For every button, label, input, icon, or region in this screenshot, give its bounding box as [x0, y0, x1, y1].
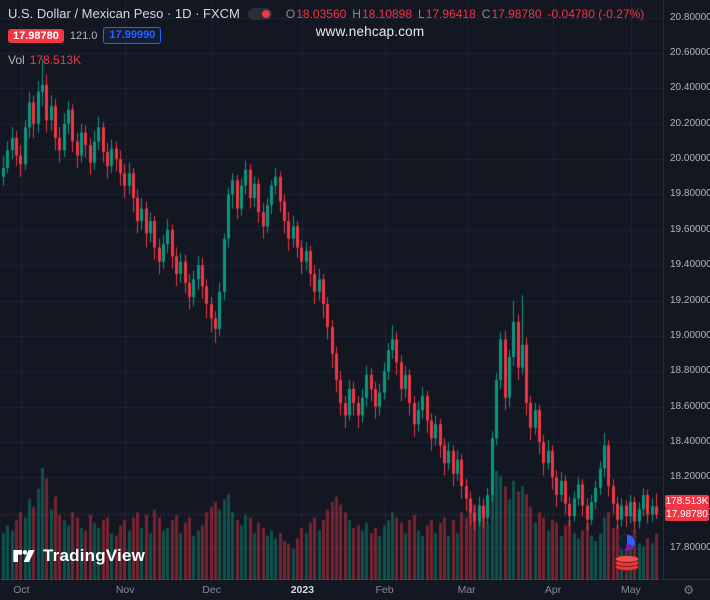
- price-tick-label: 18.40000: [670, 435, 710, 447]
- price-tick-label: 18.20000: [670, 471, 710, 483]
- time-tick-label: Dec: [202, 584, 221, 596]
- price-tick-label: 17.80000: [670, 542, 710, 553]
- volume-indicator-label[interactable]: Vol: [8, 52, 25, 67]
- price-tick-label: 20.80000: [670, 11, 710, 23]
- floating-icons: [613, 534, 641, 572]
- time-tick-label: Oct: [13, 584, 30, 596]
- price-tick-label: 20.60000: [670, 47, 710, 59]
- price-tick-label: 20.20000: [670, 117, 710, 129]
- price-chart-canvas[interactable]: [0, 0, 663, 580]
- volume-indicator-value: 178.513K: [29, 52, 82, 67]
- open-value: 18.03560: [296, 6, 347, 21]
- close-value: 17.98780: [491, 6, 542, 21]
- time-tick-label: May: [620, 584, 641, 596]
- chart-pane: www.nehcap.com U.S. Dollar / Mexican Pes…: [0, 0, 663, 580]
- ohlc-values: O 18.03560 H 18.10898 L 17.96418 C 17.98780 …: [280, 7, 644, 21]
- high-value: 18.10898: [361, 6, 413, 21]
- buy-price-button[interactable]: 17.99990: [103, 27, 162, 44]
- tradingview-logo-text: TradingView: [43, 546, 146, 565]
- symbol-legend: U.S. Dollar / Mexican Peso · 1D · FXCM O…: [8, 4, 644, 69]
- toggle-knob-icon: [261, 9, 270, 18]
- tradingview-logo[interactable]: TradingView: [12, 546, 145, 566]
- tradingview-logo-icon: [13, 550, 35, 562]
- market-status-toggle[interactable]: [247, 7, 272, 20]
- price-tick-label: 19.80000: [670, 188, 710, 200]
- price-tick-label: 19.20000: [670, 294, 710, 306]
- timezone-settings-gear-icon[interactable]: ⚙: [683, 583, 694, 597]
- time-tick-label: 2023: [290, 584, 315, 596]
- time-tick-label: Mar: [457, 584, 476, 596]
- pie-chart-icon[interactable]: [618, 534, 636, 552]
- high-key: H: [352, 6, 361, 21]
- price-tick-label: 19.40000: [670, 259, 710, 271]
- change-value: -0.04780 (-0.27%): [547, 6, 645, 21]
- low-value: 17.96418: [425, 6, 476, 21]
- price-scale[interactable]: 17.8000018.0000018.2000018.4000018.60000…: [663, 0, 710, 580]
- price-tick-label: 18.80000: [670, 365, 710, 377]
- price-tick-label: 20.00000: [670, 153, 710, 165]
- last-price-badge: 17.98780: [665, 508, 709, 522]
- time-tick-label: Nov: [115, 584, 135, 596]
- price-tick-label: 19.00000: [670, 329, 710, 341]
- sell-price-button[interactable]: 17.98780: [8, 28, 64, 43]
- watermark-text: www.nehcap.com: [315, 24, 425, 39]
- price-tick-label: 20.40000: [670, 82, 710, 94]
- coin-stack-icon[interactable]: [613, 555, 641, 572]
- open-key: O: [285, 6, 296, 21]
- price-tick-label: 19.60000: [670, 223, 710, 235]
- time-scale[interactable]: Oct Nov Dec 2023 Feb Mar Apr May: [0, 579, 710, 600]
- low-key: L: [418, 6, 425, 21]
- close-key: C: [481, 6, 491, 21]
- volume-axis-badge: 178.513K: [665, 494, 709, 508]
- symbol-title[interactable]: U.S. Dollar / Mexican Peso · 1D · FXCM: [8, 6, 240, 21]
- spread-value: 121.0: [69, 29, 98, 42]
- time-tick-label: Feb: [375, 584, 394, 596]
- time-tick-label: Apr: [544, 584, 562, 596]
- price-tick-label: 18.60000: [670, 400, 710, 412]
